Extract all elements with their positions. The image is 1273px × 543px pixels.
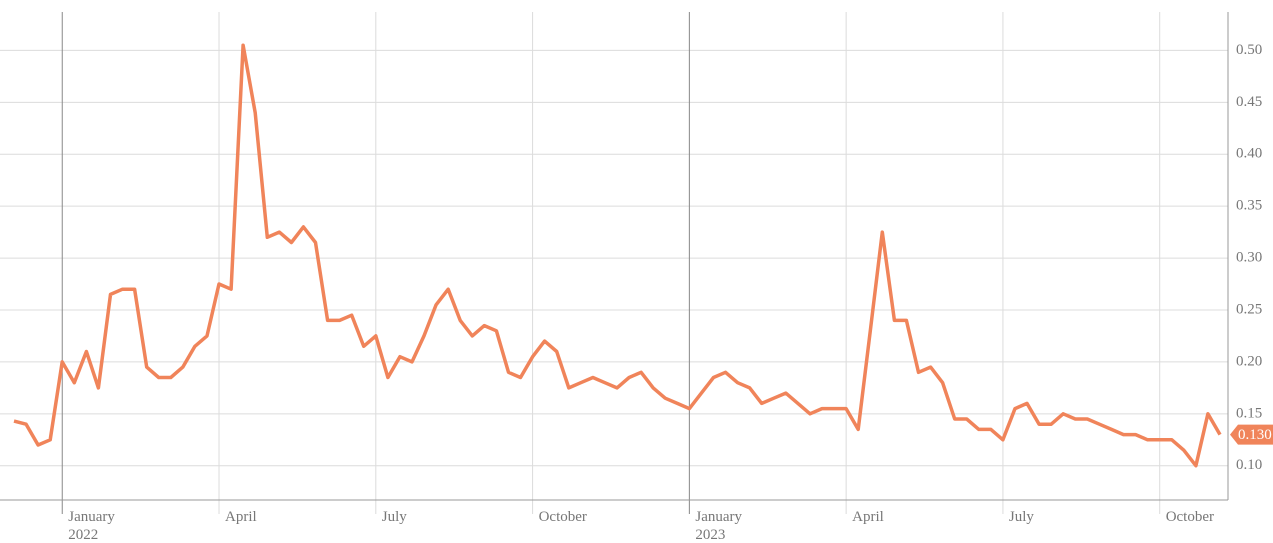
y-tick-label: 0.40: [1236, 146, 1262, 162]
y-tick-label: 0.10: [1236, 457, 1262, 473]
y-tick-label: 0.35: [1236, 198, 1262, 214]
y-tick-label: 0.50: [1236, 42, 1262, 58]
y-tick-label: 0.30: [1236, 250, 1262, 266]
x-tick-label: January 2023: [695, 509, 743, 543]
y-tick-label: 0.20: [1236, 353, 1262, 369]
x-tick-label: October: [1165, 509, 1214, 525]
x-tick-label: July: [381, 509, 407, 525]
y-tick-label: 0.15: [1236, 405, 1262, 421]
x-tick-label: April: [852, 509, 884, 525]
line: [13, 43, 1222, 468]
x-tick-label: October: [538, 509, 587, 525]
x-tick-label: July: [1008, 509, 1034, 525]
value-label: 0.130: [1238, 427, 1272, 443]
x-tick-label: January 2022: [68, 509, 115, 543]
x-tick-label: April: [225, 509, 257, 525]
y-tick-label: 0.25: [1236, 301, 1262, 317]
value-tag: [1230, 424, 1273, 445]
y-tick-label: 0.45: [1236, 94, 1262, 110]
